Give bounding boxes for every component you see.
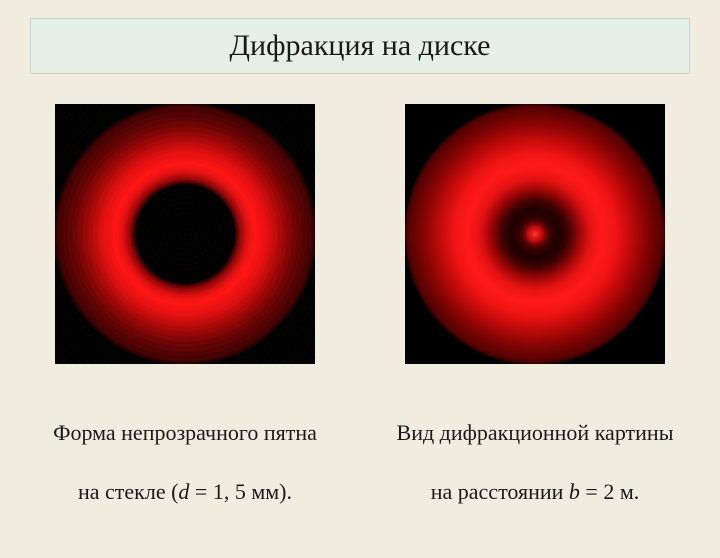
- panel-diffraction-pattern: Вид дифракционной картины на расстоянии …: [390, 104, 680, 507]
- panel-opaque-disk: Форма непрозрачного пятна на стекле (d =…: [40, 104, 330, 507]
- caption-line2-prefix: на расстоянии: [431, 479, 569, 504]
- caption-line1: Форма непрозрачного пятна: [53, 420, 317, 445]
- caption-line2-suffix: = 1, 5 мм).: [189, 479, 292, 504]
- caption-diffraction-pattern: Вид дифракционной картины на расстоянии …: [397, 388, 674, 507]
- title-bar: Дифракция на диске: [30, 18, 690, 74]
- caption-opaque-disk: Форма непрозрачного пятна на стекле (d =…: [53, 388, 317, 507]
- figure-row: Форма непрозрачного пятна на стекле (d =…: [0, 104, 720, 507]
- caption-line2-prefix: на стекле (: [78, 479, 178, 504]
- caption-var-d: d: [178, 479, 189, 504]
- figure-opaque-disk: [55, 104, 315, 364]
- speckle-overlay: [55, 104, 315, 364]
- slide-title: Дифракция на диске: [31, 29, 689, 63]
- poisson-spot: [526, 225, 544, 243]
- caption-line1: Вид дифракционной картины: [397, 420, 674, 445]
- caption-line2-suffix: = 2 м.: [580, 479, 639, 504]
- figure-diffraction-pattern: [405, 104, 665, 364]
- caption-var-b: b: [569, 479, 580, 504]
